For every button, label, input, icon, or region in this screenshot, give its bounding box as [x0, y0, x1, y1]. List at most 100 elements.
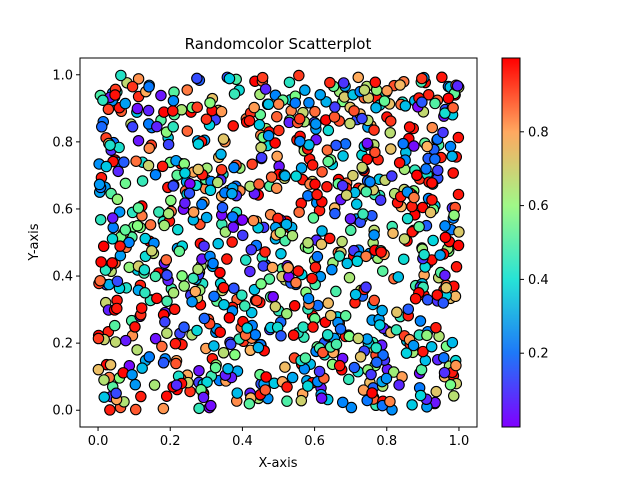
scatter-point [293, 206, 305, 218]
scatter-point [215, 148, 227, 161]
scatter-point [111, 275, 124, 288]
scatter-point [168, 303, 181, 316]
scatter-point [400, 347, 413, 359]
scatter-point [345, 401, 358, 414]
scatter-point [111, 302, 123, 315]
scatter-point [215, 163, 228, 176]
scatter-point [397, 253, 410, 265]
scatter-point [452, 131, 465, 144]
scatter-point [357, 208, 369, 220]
scatter-point [149, 332, 162, 345]
scatter-point [439, 231, 452, 244]
scatter-point [344, 213, 357, 225]
scatter-point [341, 257, 354, 270]
scatter-point [253, 178, 265, 190]
scatter-point [200, 211, 213, 224]
scatter-point [214, 326, 226, 338]
scatter-point [411, 169, 423, 182]
scatter-point [364, 176, 376, 188]
scatter-point [114, 240, 126, 252]
scatter-point [129, 403, 142, 416]
scatter-point [183, 187, 196, 200]
scatter-point [365, 368, 377, 381]
scatter-point [252, 341, 265, 354]
scatter-point [432, 164, 444, 177]
x-tick-label: 1.0 [449, 434, 470, 449]
scatter-point [226, 211, 239, 223]
scatter-point [217, 346, 230, 359]
colorbar-tick-label: 0.6 [528, 199, 549, 214]
scatter-point [153, 206, 165, 218]
scatter-point [270, 182, 283, 194]
scatter-point [311, 188, 323, 201]
scatter-point [307, 212, 320, 224]
scatter-point [429, 153, 441, 165]
scatter-point [172, 223, 184, 236]
colorbar-tick-label: 0.2 [528, 347, 549, 362]
scatter-point [370, 342, 383, 354]
scatter-point [260, 371, 272, 383]
scatter-point [393, 157, 406, 169]
scatter-point [212, 237, 224, 250]
scatter-point [236, 214, 249, 226]
scatter-point [119, 97, 132, 110]
scatter-point [350, 198, 363, 210]
scatter-point [342, 373, 355, 386]
scatter-point [324, 309, 337, 322]
scatter-point [231, 387, 243, 399]
scatter-point [226, 187, 238, 200]
scatter-point [236, 229, 249, 242]
scatter-point [265, 171, 278, 183]
scatter-point [337, 77, 350, 89]
scatter-point [374, 194, 387, 206]
scatter-point [273, 124, 285, 137]
scatter-point [356, 112, 368, 125]
scatter-point [368, 229, 380, 241]
scatter-point [247, 214, 260, 227]
scatter-point [290, 170, 302, 182]
scatter-point [95, 256, 107, 268]
scatter-point [330, 338, 343, 351]
scatter-point [95, 121, 108, 133]
scatter-point [241, 322, 253, 334]
scatter-point [281, 381, 293, 393]
scatter-point [222, 362, 234, 375]
scatter-point [317, 346, 329, 359]
scatter-point [204, 97, 216, 109]
scatter-point [92, 363, 105, 376]
scatter-point [275, 247, 287, 260]
colorbar-tick-label: 0.8 [528, 125, 549, 140]
scatter-point [136, 175, 149, 187]
scatter-point [336, 179, 349, 192]
scatter-point [453, 226, 465, 238]
scatter-point [339, 310, 352, 322]
scatter-point [97, 94, 109, 106]
scatter-point [256, 71, 269, 84]
scatter-point [408, 191, 420, 204]
scatter-point [288, 300, 301, 312]
scatter-point [144, 219, 157, 231]
scatter-point [307, 321, 319, 333]
scatter-point [376, 265, 389, 277]
scatter-point [178, 280, 190, 292]
scatter-point [223, 312, 236, 324]
scatter-point [245, 306, 258, 319]
scatter-point [290, 276, 302, 289]
scatter-point [324, 232, 336, 245]
scatter-point [162, 207, 175, 220]
scatter-point [129, 321, 141, 333]
scatter-point [330, 139, 342, 152]
scatter-point [267, 291, 279, 303]
scatter-point [384, 395, 396, 408]
scatter-point [393, 379, 405, 391]
scatter-point [429, 97, 441, 110]
scatter-point [187, 272, 199, 285]
scatter-point [313, 365, 326, 378]
scatter-point [316, 225, 328, 237]
scatter-point [293, 69, 305, 82]
scatter-point [271, 110, 283, 123]
scatter-point [292, 265, 305, 277]
scatter-point [448, 209, 460, 221]
scatter-point [239, 254, 252, 266]
scatter-point [385, 143, 397, 155]
